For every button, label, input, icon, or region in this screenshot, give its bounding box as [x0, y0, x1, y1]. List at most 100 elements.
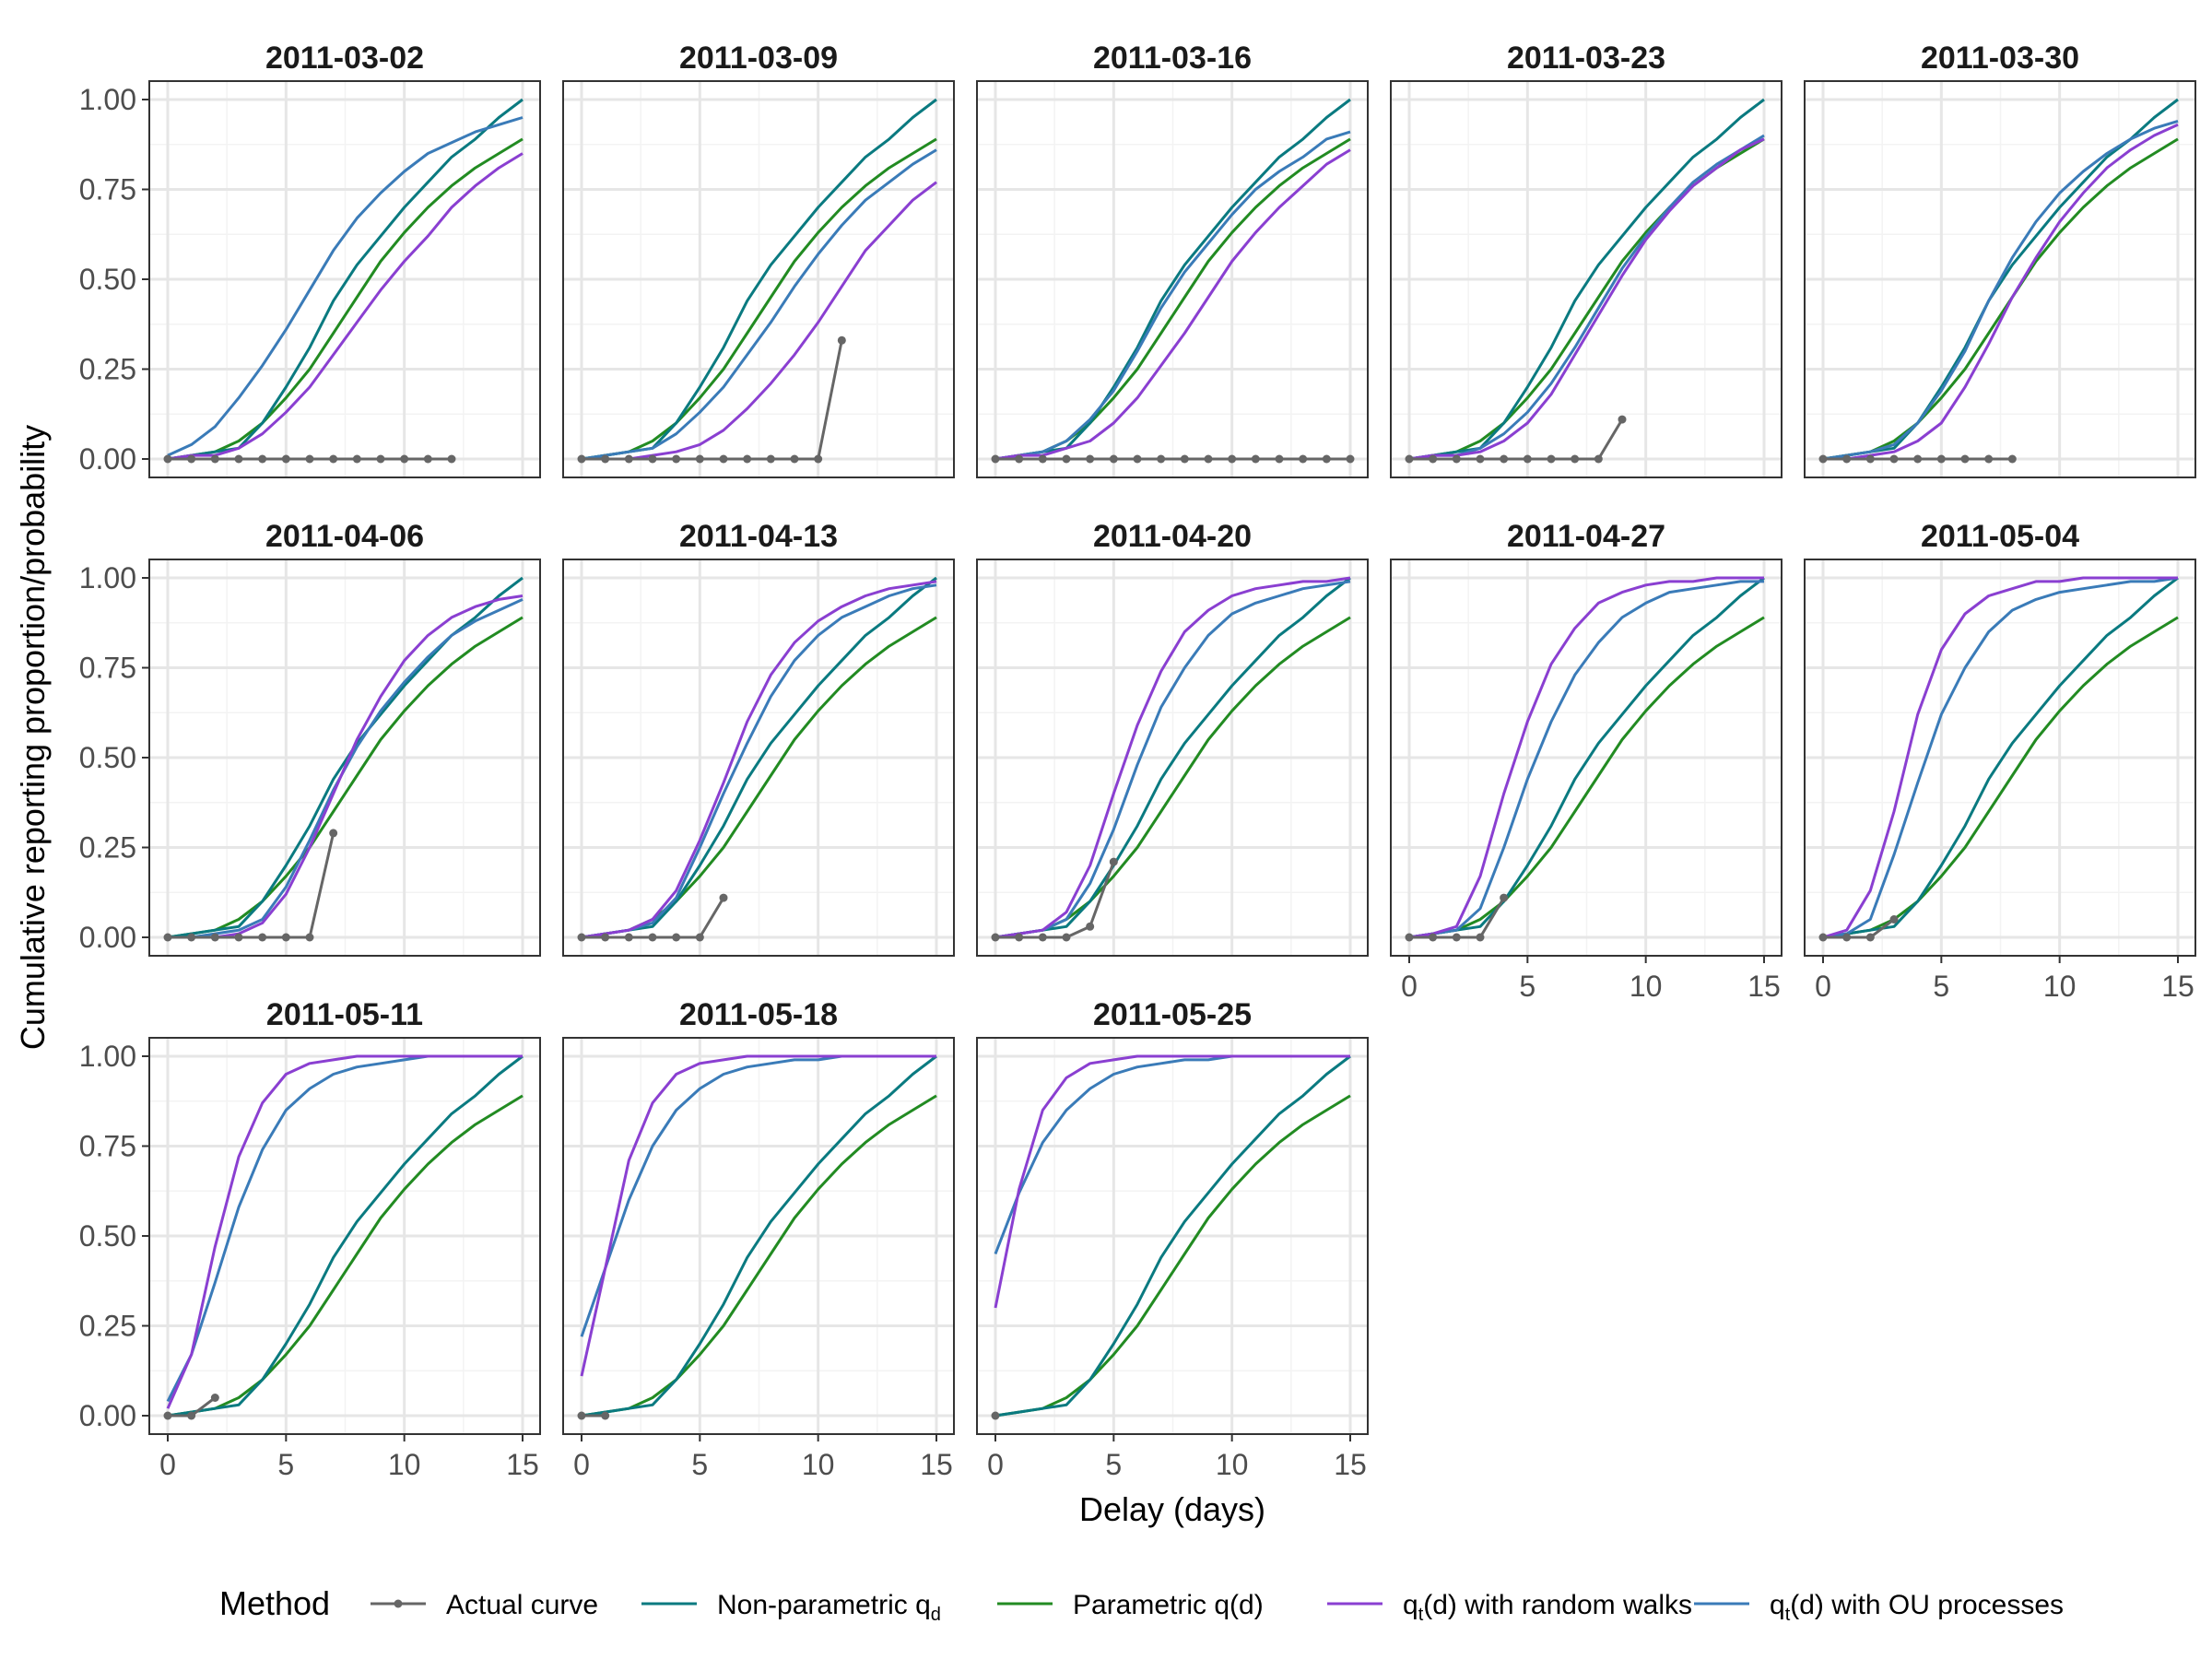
actual-point	[601, 933, 610, 942]
legend-label: Parametric q(d)	[1073, 1590, 1264, 1620]
panel-title: 2011-04-13	[679, 519, 838, 554]
series-line-ou	[167, 116, 524, 457]
actual-point	[601, 454, 610, 464]
actual-point	[1299, 454, 1308, 464]
series-line-rw	[1408, 576, 1764, 939]
actual-point	[281, 933, 290, 942]
panel-title: 2011-05-25	[1093, 997, 1252, 1032]
series-line-param	[1408, 616, 1765, 939]
x-tick-label: 5	[1933, 970, 1949, 1003]
x-tick-label: 10	[1216, 1448, 1249, 1481]
actual-point	[991, 454, 1000, 464]
actual-point	[577, 1411, 586, 1420]
actual-point	[624, 454, 633, 464]
actual-point	[1936, 454, 1946, 464]
actual-point	[577, 933, 586, 942]
x-tick-label: 0	[573, 1448, 590, 1481]
x-tick-label: 15	[920, 1448, 953, 1481]
x-tick-label: 15	[1747, 970, 1781, 1003]
x-tick-label: 5	[277, 1448, 294, 1481]
actual-point	[1109, 454, 1118, 464]
actual-point	[187, 454, 196, 464]
panel-border	[976, 80, 1369, 478]
actual-point	[1618, 415, 1627, 424]
series-line-rw	[994, 1054, 1350, 1309]
facet-panel: 2011-04-27 0 5 10 15	[1390, 519, 1783, 1003]
x-tick-label: 5	[691, 1448, 708, 1481]
actual-point	[163, 454, 172, 464]
actual-point	[1180, 454, 1189, 464]
legend: Method Actual curve Non-parametric qd Param…	[219, 1584, 2064, 1625]
y-tick-label: 0.50	[79, 741, 136, 774]
actual-point	[766, 454, 775, 464]
facet-panel: 2011-04-06 0.00 0.25 0.50 0.75 1.00	[79, 519, 541, 957]
y-tick-label: 0.00	[79, 921, 136, 954]
actual-point	[1842, 933, 1852, 942]
series-line-ou	[1408, 580, 1764, 939]
actual-point	[163, 1411, 172, 1420]
actual-point	[601, 1411, 610, 1420]
panel-border	[562, 559, 955, 957]
actual-point	[1228, 454, 1237, 464]
actual-point	[1889, 915, 1899, 924]
actual-point	[1062, 933, 1071, 942]
actual-point	[1500, 893, 1509, 902]
series-line-nonparam	[581, 1054, 937, 1418]
actual-point	[1109, 857, 1118, 866]
series-line-nonparam	[994, 576, 1351, 939]
x-tick-label: 10	[388, 1448, 421, 1481]
actual-point	[1913, 454, 1923, 464]
actual-point	[1842, 454, 1852, 464]
facet-panel: 2011-03-16	[976, 41, 1369, 478]
y-tick-label: 0.75	[79, 173, 136, 206]
x-tick-label: 5	[1105, 1448, 1122, 1481]
series-line-param	[1822, 137, 2179, 461]
legend-label: qt(d) with OU processes	[1770, 1590, 2064, 1625]
x-tick-label: 10	[2043, 970, 2077, 1003]
panel-title: 2011-03-16	[1093, 41, 1252, 76]
x-tick-label: 0	[1815, 970, 1831, 1003]
actual-point	[1405, 454, 1414, 464]
actual-point	[577, 454, 586, 464]
actual-point	[423, 454, 432, 464]
series-line-ou	[1408, 134, 1765, 461]
actual-point	[1452, 933, 1461, 942]
series-line-rw	[581, 580, 937, 939]
actual-point	[376, 454, 385, 464]
series-line-param	[994, 1094, 1351, 1418]
y-tick-label: 1.00	[79, 561, 136, 594]
actual-point	[1015, 933, 1024, 942]
panel-title: 2011-05-04	[1921, 519, 2079, 554]
legend-label: Actual curve	[446, 1590, 598, 1620]
series-line-nonparam	[167, 576, 524, 939]
actual-point	[447, 454, 456, 464]
series-line-rw	[580, 1054, 936, 1377]
panel-title: 2011-05-11	[266, 997, 423, 1032]
facet-panel: 2011-05-25 0 5 10 15	[976, 997, 1369, 1481]
actual-point	[648, 454, 657, 464]
series-line-rw	[168, 594, 524, 939]
x-tick-label: 15	[506, 1448, 539, 1481]
actual-point	[624, 933, 633, 942]
actual-point	[1405, 933, 1414, 942]
series-line-ou	[581, 148, 937, 461]
facet-panel: 2011-03-23	[1390, 41, 1783, 478]
actual-point	[648, 933, 657, 942]
actual-point	[1594, 454, 1603, 464]
actual-point	[234, 454, 243, 464]
actual-point	[790, 454, 799, 464]
series-line-rw	[994, 576, 1351, 939]
facet-panel: 2011-05-11 0.00 0.25 0.50 0.75 1.00 0 5 10 15	[79, 997, 541, 1481]
actual-point	[1865, 454, 1875, 464]
actual-point	[400, 454, 409, 464]
legend-key-point	[394, 1599, 403, 1608]
actual-point	[1429, 454, 1438, 464]
actual-point	[1818, 454, 1828, 464]
actual-point	[1984, 454, 1994, 464]
series-line-rw	[166, 1054, 523, 1409]
x-tick-label: 0	[1401, 970, 1418, 1003]
actual-point	[329, 454, 338, 464]
series-line-param	[167, 616, 524, 939]
actual-point	[1429, 933, 1438, 942]
actual-point	[991, 1411, 1000, 1420]
